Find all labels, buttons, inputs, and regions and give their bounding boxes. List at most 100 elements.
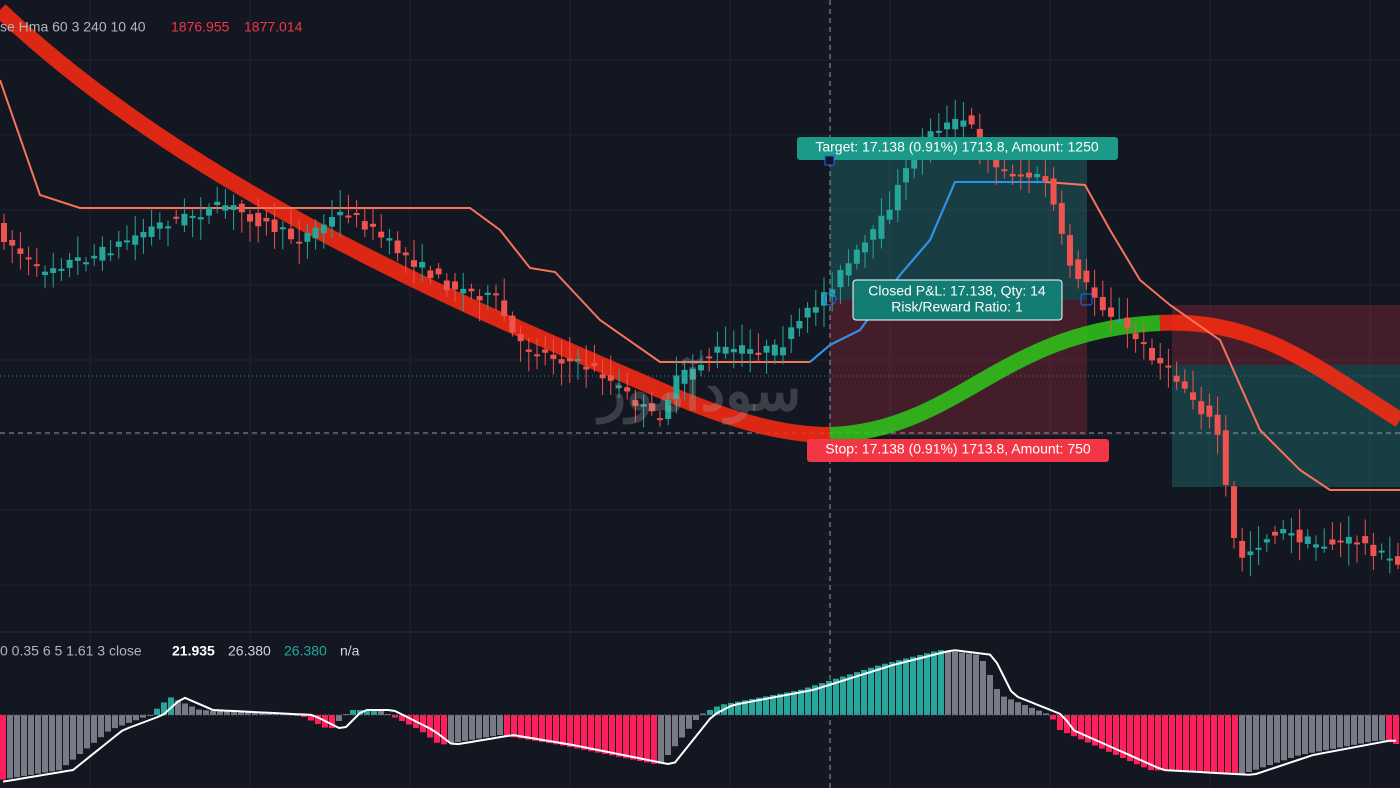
candle-body	[25, 257, 32, 260]
histogram-bar	[987, 675, 993, 715]
histogram-bar	[1008, 699, 1014, 715]
histogram-bar	[581, 715, 587, 750]
histogram-bar	[70, 715, 76, 760]
histogram-bar	[336, 715, 342, 721]
indicator-legend: se Hma 60 3 240 10 40	[0, 19, 146, 35]
candle-body	[993, 154, 1000, 168]
candle-body	[378, 231, 385, 238]
candle-body	[935, 130, 942, 133]
candle-body	[493, 293, 499, 296]
histogram-bar	[308, 715, 314, 721]
candle-body	[648, 403, 655, 412]
hma-band-green	[829, 315, 1161, 443]
candle-body	[706, 356, 713, 359]
candle-body	[1222, 430, 1229, 485]
candle-body	[673, 375, 680, 399]
histogram-bar	[595, 715, 601, 753]
candle-body	[296, 241, 303, 244]
candle-body	[944, 122, 950, 130]
histogram-bar	[154, 708, 160, 715]
candle-body	[1140, 342, 1147, 345]
histogram-bar	[378, 710, 384, 715]
candle-body	[788, 327, 795, 339]
candle-body	[1190, 392, 1196, 400]
histogram-bar	[567, 715, 573, 747]
histogram-bar	[826, 680, 832, 715]
histogram-bar	[777, 693, 783, 715]
histogram-bar	[959, 652, 965, 715]
histogram-bar	[497, 715, 503, 735]
histogram-bar	[98, 715, 104, 738]
histogram-bar	[1099, 715, 1105, 749]
histogram-bar	[1253, 715, 1259, 770]
histogram-bar	[833, 678, 839, 715]
histogram-bar	[119, 715, 125, 726]
candle-body	[591, 363, 598, 367]
candle-body	[1034, 173, 1041, 178]
histogram-bar	[462, 715, 468, 741]
histogram-bar	[1295, 715, 1301, 756]
histogram-bar	[700, 713, 706, 715]
histogram-bar	[1274, 715, 1280, 763]
histogram-bar	[77, 715, 83, 754]
histogram-bar	[931, 651, 937, 715]
histogram-bar	[1337, 715, 1343, 748]
histogram-bar	[588, 715, 594, 752]
histogram-bar	[182, 703, 188, 715]
histogram-bar	[1288, 715, 1294, 758]
candle-body	[657, 418, 663, 421]
candle-body	[739, 345, 745, 354]
candle-body	[156, 222, 163, 229]
candle-body	[730, 348, 737, 353]
histogram-bar	[574, 715, 580, 749]
histogram-bar	[56, 715, 62, 771]
histogram-bar	[1015, 702, 1021, 715]
candle-body	[1386, 558, 1393, 561]
candle-body	[148, 226, 155, 237]
histogram-bar	[1260, 715, 1266, 768]
candle-body	[1231, 486, 1237, 538]
histogram-bar	[112, 715, 118, 729]
candle-body	[566, 358, 573, 362]
candle-body	[886, 209, 893, 220]
histogram-bar	[1379, 715, 1385, 741]
histogram-bar	[427, 715, 433, 738]
target-label: Target: 17.138 (0.91%) 1713.8, Amount: 1…	[815, 139, 1099, 155]
handle[interactable]	[824, 155, 835, 166]
candle-body	[238, 203, 245, 213]
histogram-bar	[1281, 715, 1287, 761]
histogram-bar	[84, 715, 90, 749]
histogram-bar	[1358, 715, 1364, 744]
histogram-bar	[553, 715, 559, 745]
stop-trail	[809, 181, 1045, 363]
histogram-bar	[756, 697, 762, 715]
candle-body	[1, 223, 7, 243]
candle-body	[509, 315, 516, 333]
histogram-bar	[49, 715, 55, 772]
candle-body	[501, 300, 508, 316]
candle-body	[214, 201, 221, 205]
candle-body	[542, 349, 549, 353]
histogram-bar	[1225, 715, 1231, 775]
hma-band-red	[0, 4, 831, 443]
watermark: سودآموز	[595, 355, 801, 425]
histogram-bar	[665, 715, 671, 755]
candle-body	[247, 214, 253, 222]
histogram-bar	[672, 715, 678, 747]
histogram-bar	[91, 715, 97, 743]
histogram-bar	[1309, 715, 1315, 753]
candle-body	[903, 168, 909, 183]
candle-body	[796, 320, 803, 329]
handle[interactable]	[823, 292, 837, 306]
candle-body	[640, 404, 647, 407]
histogram-bar	[602, 715, 608, 754]
candle-body	[960, 120, 967, 127]
candle-body	[575, 359, 581, 362]
histogram-bar	[812, 685, 818, 715]
candle-body	[689, 368, 696, 380]
candle-body	[599, 374, 606, 379]
histogram-bar	[728, 702, 734, 715]
histogram-bar	[266, 713, 272, 715]
handle[interactable]	[1080, 293, 1093, 306]
